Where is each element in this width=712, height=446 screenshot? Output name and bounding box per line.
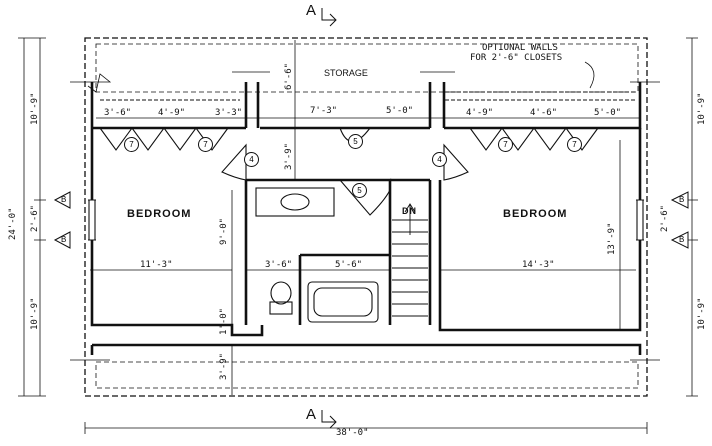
window-left [88,199,96,241]
section-mark-bottom: A [306,406,317,423]
door-tag-5: 5 [352,183,367,198]
dim-bed-left-width: 11'-3" [140,260,173,270]
dim-left-mid: 2'-6" [30,204,40,232]
note-optional-walls-line1: OPTIONAL WALLS [482,43,558,53]
note-optional-walls-line2: FOR 2'-6" CLOSETS [470,53,563,63]
dim-hall-1: 7'-3" [310,106,338,116]
door-tag-7: 7 [498,137,513,152]
window-right [636,199,644,241]
section-arrow-bottom [321,410,337,429]
dim-overall-depth: 24'-0" [8,207,18,240]
bathtub [307,281,379,323]
section-mark-top: A [306,2,317,19]
stair-treads [392,203,428,317]
toilet-tank [269,301,293,315]
door-tag-5: 5 [348,134,363,149]
dim-right-bottom: 10'-9" [697,297,707,330]
dim-bed-right-width: 14'-3" [522,260,555,270]
left-exterior-wall [90,128,264,337]
upper-wall [90,82,642,130]
room-label-bedroom-right: BEDROOM [503,208,568,220]
dim-left-bottom: 10'-9" [30,297,40,330]
hall-wall-left [244,82,260,128]
lower-wall [90,343,642,355]
door-swing-5-bath [339,179,391,216]
window-tag-b: B [61,195,67,204]
dim-bath-2: 5'-6" [335,260,363,270]
window-tag-b: B [679,195,685,204]
dim-overall-width: 38'-0" [336,428,369,438]
dim-closet-r3: 5'-0" [594,108,622,118]
vanity [255,187,335,217]
dim-hall-depth: 3'-9" [284,142,294,170]
hall-wall-right [428,82,446,128]
dim-closet-l3: 3'-3" [215,108,243,118]
stair-label-dn: DN [402,206,417,216]
door-tag-4: 4 [244,152,259,167]
stair-walls [390,178,432,325]
dim-closet-l2: 4'-9" [158,108,186,118]
bathtub-inner [313,287,373,317]
bottom-storage-dashed [95,361,639,389]
bath-walls [244,178,392,325]
dim-notch: 1'-0" [219,307,229,335]
dim-closet-l1: 3'-6" [104,108,132,118]
section-arrow-top [321,8,337,27]
room-label-storage: STORAGE [324,68,368,78]
door-tag-7: 7 [124,137,139,152]
door-tag-7: 7 [198,137,213,152]
break-marks [70,71,660,361]
dim-bottom-storage: 3'-9" [219,352,229,380]
door-tag-4: 4 [432,152,447,167]
dim-hall-2: 5'-0" [386,106,414,116]
door-swing-4-left [221,143,247,181]
dim-bath-1: 3'-6" [265,260,293,270]
door-swing-4-right [443,143,469,181]
dim-closet-r2: 4'-6" [530,108,558,118]
dim-storage-depth: 6'-6" [284,62,294,90]
dim-left-top: 10'-9" [30,92,40,125]
window-tag-b: B [679,235,685,244]
dim-right-top: 10'-9" [697,92,707,125]
knee-wall-outline [84,37,648,397]
lavatory [280,193,310,211]
dim-closet-r1: 4'-9" [466,108,494,118]
window-tag-b: B [61,235,67,244]
right-exterior-wall [438,128,642,332]
storage-inner-dashed [95,43,639,93]
note-leader [584,61,595,89]
door-tag-7: 7 [567,137,582,152]
dim-right-mid: 2'-6" [660,204,670,232]
dim-bath-depth: 9'-0" [219,217,229,245]
room-label-bedroom-left: BEDROOM [127,208,192,220]
dim-right-room-depth: 13'-9" [607,222,617,255]
toilet-bowl [270,281,292,305]
